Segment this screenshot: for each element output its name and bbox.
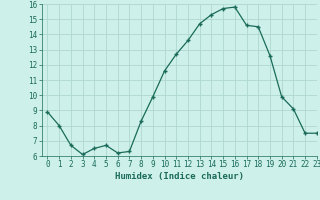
X-axis label: Humidex (Indice chaleur): Humidex (Indice chaleur) (115, 172, 244, 181)
